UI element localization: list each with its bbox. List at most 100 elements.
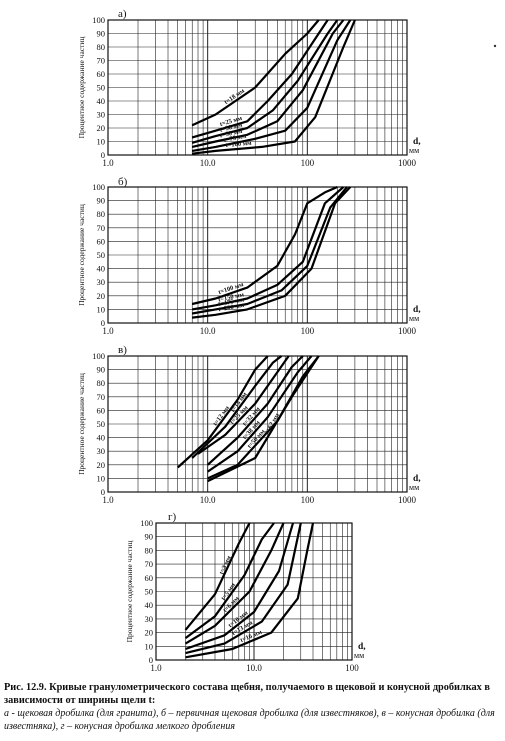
panel-1-y-axis-label: Процентное содержание частиц (77, 37, 86, 139)
panel-1-x-tick-label: 100 (301, 158, 315, 168)
panel-3-y-tick-label: 50 (97, 419, 106, 429)
panel-2-x-axis-label: d, (413, 305, 421, 315)
panel-2-x-tick-label: 1000 (398, 326, 417, 336)
panel-3-y-tick-label: 0 (101, 487, 105, 497)
panel-1-series-label: t=75 мм (223, 133, 247, 145)
panel-1-x-tick-label: 1.0 (102, 158, 114, 168)
figure-caption-description: а - щековая дробилка (для гранита), б – … (4, 708, 495, 732)
panel-2-plot-frame (107, 186, 408, 324)
panel-2-y-tick-label: 90 (97, 196, 106, 206)
panel-2-x-tick-label: 1.0 (102, 326, 114, 336)
panel-4-y-tick-label: 30 (145, 614, 154, 624)
panel-1-y-tick-label: 80 (97, 42, 106, 52)
panel-4-y-axis-label: Процентное содержание частиц (125, 541, 134, 643)
panel-4-series-label: t=3 мм (218, 554, 233, 575)
panel-1-series-line (192, 19, 356, 155)
panel-2-y-tick-label: 10 (97, 304, 106, 314)
panel-4-x-tick-label: 1.0 (150, 663, 162, 673)
panel-3-series-line (191, 355, 283, 459)
panel-1-series-line (192, 19, 352, 152)
panel-4-plot-frame (155, 522, 353, 661)
panel-2-panel-label: б) (118, 176, 128, 188)
panel-3-x-axis-label: d, (413, 474, 421, 484)
panel-2-x-tick-label: 10.0 (200, 326, 216, 336)
panel-3-y-tick-label: 30 (97, 446, 106, 456)
panel-3-y-tick-label: 70 (97, 392, 106, 402)
panel-2-y-tick-label: 70 (97, 223, 106, 233)
panel-1-series-line (191, 19, 320, 127)
panel-2-series-line (192, 186, 352, 319)
panel-2-y-axis-label: Процентное содержание частиц (77, 204, 86, 306)
panel-4-y-tick-label: 50 (145, 587, 154, 597)
panel-4-x-axis-label: d, (358, 642, 366, 652)
panel-2-x-axis-unit: мм (409, 314, 419, 323)
panel-1-y-tick-label: 40 (97, 96, 106, 106)
panel-4-series-line (185, 522, 302, 655)
panel-4-y-tick-label: 100 (140, 518, 153, 528)
panel-3-y-tick-label: 90 (97, 365, 106, 375)
panel-3-y-tick-label: 100 (92, 351, 105, 361)
panel-1-plot-frame (107, 19, 408, 156)
panel-4-y-tick-label: 10 (145, 641, 154, 651)
panel-1-series-line (191, 19, 339, 144)
panel-1-y-tick-label: 20 (97, 123, 106, 133)
panel-1-x-axis-unit: мм (409, 146, 419, 155)
panel-1-x-tick-label: 1000 (398, 158, 417, 168)
panel-2-series-label: t=175 мм (218, 296, 245, 307)
panel-4-x-tick-label: 10.0 (246, 663, 262, 673)
panel-3-panel-label: в) (118, 344, 127, 356)
panel-2-y-tick-label: 40 (97, 264, 106, 274)
panel-2-y-tick-label: 0 (101, 318, 105, 328)
panel-1-y-tick-label: 90 (97, 29, 106, 39)
panel-2-y-tick-label: 100 (92, 182, 105, 192)
panel-4-y-tick-label: 40 (145, 600, 154, 610)
panel-3-series-line (207, 355, 320, 483)
panel-1-x-tick-label: 10.0 (200, 158, 216, 168)
panel-1-series-label: t=100 мм (225, 140, 252, 149)
panel-1-series-line (191, 19, 329, 139)
panel-4-series-line (184, 522, 251, 631)
panel-1-y-tick-label: 70 (97, 56, 106, 66)
panel-1-series-line (191, 19, 345, 148)
panel-4-series-line (184, 522, 275, 639)
panel-4-x-tick-label: 100 (345, 663, 359, 673)
panel-1-y-tick-label: 60 (97, 69, 106, 79)
panel-2-series-line (192, 186, 345, 311)
panel-3-y-axis-label: Процентное содержание частиц (77, 373, 86, 475)
panel-4-y-tick-label: 0 (149, 655, 153, 665)
panel-2-series-line (191, 185, 338, 306)
panel-3-x-tick-label: 100 (301, 495, 315, 505)
panel-3-y-tick-label: 80 (97, 378, 106, 388)
panel-2-y-tick-label: 20 (97, 291, 106, 301)
panel-1-x-axis-label: d, (413, 137, 421, 147)
panel-2-y-tick-label: 80 (97, 209, 106, 219)
panel-3-y-tick-label: 20 (97, 460, 106, 470)
panel-3-series-line (197, 355, 290, 455)
panel-3-x-tick-label: 10.0 (200, 495, 216, 505)
stray-dot (493, 44, 497, 48)
panel-2-series-line (192, 186, 348, 315)
panel-4-y-tick-label: 80 (145, 545, 154, 555)
panel-4-series-line (185, 522, 295, 651)
figure-caption-title: Рис. 12.9. Кривые гранулометрического со… (4, 682, 490, 706)
panel-1-y-tick-label: 100 (92, 15, 105, 25)
panel-4-x-axis-unit: мм (354, 651, 364, 660)
panel-3-series-line (206, 355, 304, 466)
panel-1-series-label: t=50 мм (219, 128, 243, 140)
panel-4-y-tick-label: 60 (145, 573, 154, 583)
panel-1-panel-label: а) (118, 8, 127, 20)
panel-3-series-line (176, 355, 269, 469)
panel-3-y-tick-label: 10 (97, 473, 106, 483)
panel-3-series-line (207, 355, 313, 473)
panel-2-y-tick-label: 50 (97, 250, 106, 260)
panel-2-series-label: t=200 мм (218, 302, 245, 313)
panel-4-panel-label: г) (168, 511, 177, 523)
panel-2-y-tick-label: 30 (97, 277, 106, 287)
panel-1-y-tick-label: 30 (97, 110, 106, 120)
panel-4-y-tick-label: 20 (145, 628, 154, 638)
panel-4-y-tick-label: 70 (145, 559, 154, 569)
panel-3-plot-frame (107, 355, 408, 493)
panel-4-y-tick-label: 90 (145, 532, 154, 542)
panel-1-y-tick-label: 0 (101, 150, 105, 160)
